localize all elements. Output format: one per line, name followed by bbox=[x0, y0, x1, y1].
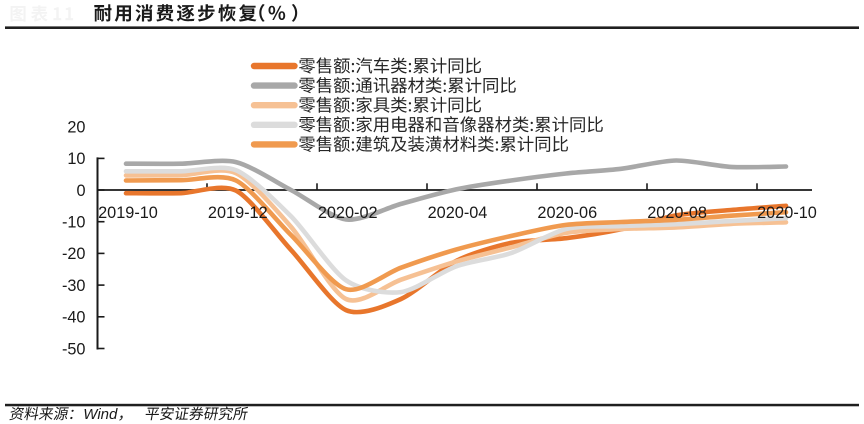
svg-text:2020-02: 2020-02 bbox=[318, 204, 378, 222]
svg-text:-30: -30 bbox=[62, 277, 86, 295]
svg-text:2019-10: 2019-10 bbox=[98, 204, 158, 222]
svg-text:20: 20 bbox=[67, 119, 85, 137]
svg-text:Wind: Wind bbox=[83, 406, 118, 423]
svg-text:2020-10: 2020-10 bbox=[757, 204, 817, 222]
svg-text:2019-12: 2019-12 bbox=[208, 204, 268, 222]
svg-text:0: 0 bbox=[76, 182, 85, 200]
svg-text:2020-04: 2020-04 bbox=[428, 204, 488, 222]
svg-text:10: 10 bbox=[67, 150, 85, 168]
svg-text:-50: -50 bbox=[62, 340, 86, 358]
svg-text:-20: -20 bbox=[62, 245, 86, 263]
svg-text:-10: -10 bbox=[62, 214, 86, 232]
svg-text:-40: -40 bbox=[62, 309, 86, 327]
svg-text:2020-06: 2020-06 bbox=[537, 204, 597, 222]
svg-text:2020-08: 2020-08 bbox=[647, 204, 707, 222]
